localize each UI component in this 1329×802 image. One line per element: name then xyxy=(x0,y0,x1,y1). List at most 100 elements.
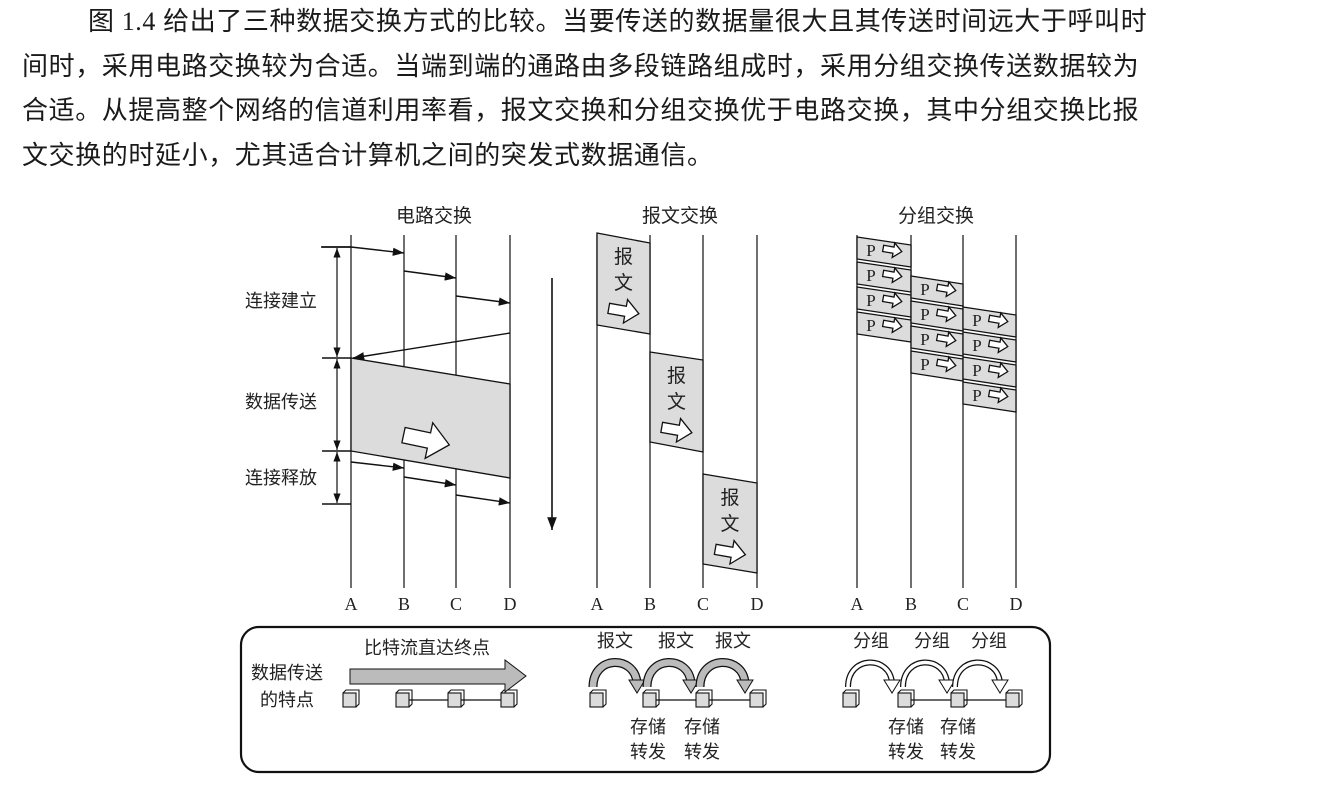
hollow-arrow-icon xyxy=(987,311,1009,329)
message-title: 报文交换 xyxy=(642,205,718,227)
node-cube-icon xyxy=(342,689,360,708)
message-hop-label: 报文 xyxy=(597,631,633,651)
packet-hop-label: 分组 xyxy=(971,631,1007,651)
forward-label: 转发 xyxy=(940,742,976,762)
hollow-arrow-icon xyxy=(935,280,957,298)
node-cube-icon xyxy=(395,689,413,708)
bit-stream-arrow-icon xyxy=(349,658,527,694)
packet-label: P xyxy=(866,241,875,260)
phase-label-transfer: 数据传送 xyxy=(245,392,317,412)
node-label: D xyxy=(751,594,764,614)
message-block-label: 报 xyxy=(667,365,686,387)
node-label: D xyxy=(504,594,517,614)
node-cube-icon xyxy=(642,689,660,708)
hollow-arrow-icon xyxy=(881,316,903,334)
node-cube-icon xyxy=(589,689,607,708)
message-block-label: 报 xyxy=(614,246,633,268)
summary-row-label: 数据传送 xyxy=(251,663,323,683)
node-cube-icon xyxy=(395,692,410,708)
phase-label-release: 连接释放 xyxy=(245,468,317,488)
node-cube-icon xyxy=(950,689,968,708)
node-cube-icon xyxy=(1005,689,1023,708)
node-label: A xyxy=(591,594,604,614)
hollow-arrow-icon xyxy=(935,305,957,323)
packet-label: P xyxy=(972,336,981,355)
message-hop-arrow-icon xyxy=(628,679,646,694)
node-label: C xyxy=(957,594,969,614)
hollow-arrow-icon xyxy=(987,386,1009,404)
node-cube-icon xyxy=(500,689,518,708)
circuit-title: 电路交换 xyxy=(396,205,472,227)
release-arrow xyxy=(455,494,511,506)
packet-label: P xyxy=(972,386,981,405)
node-label: B xyxy=(905,594,917,614)
hollow-arrow-icon xyxy=(713,539,747,566)
node-cube-icon xyxy=(897,689,915,708)
node-cube-icon xyxy=(642,692,657,708)
node-cube-icon xyxy=(447,692,462,708)
node-label: B xyxy=(398,594,410,614)
hollow-arrow-icon xyxy=(660,417,693,444)
body-paragraph: 图 1.4 给出了三种数据交换方式的比较。当要传送的数据量很大且其传送时间远大于… xyxy=(22,0,1272,178)
setup-arrow xyxy=(350,246,405,256)
summary-box xyxy=(239,625,1052,774)
summary-row-label: 的特点 xyxy=(260,690,314,710)
node-label: A xyxy=(345,594,358,614)
node-cube-icon xyxy=(950,692,965,708)
node-cube-icon xyxy=(695,689,713,708)
release-arrow xyxy=(403,476,457,488)
node-cube-icon xyxy=(447,689,465,708)
node-cube-icon xyxy=(842,692,857,708)
store-label: 存储 xyxy=(888,717,924,737)
node-cube-icon xyxy=(842,689,860,708)
hollow-arrow-icon xyxy=(881,266,903,284)
forward-label: 转发 xyxy=(684,742,720,762)
packet-label: P xyxy=(920,305,929,324)
forward-label: 转发 xyxy=(630,742,666,762)
message-block-label: 文 xyxy=(614,272,633,294)
packet-hop-arrow-icon xyxy=(991,679,1009,694)
message-block-label: 文 xyxy=(720,513,739,535)
setup-arrow xyxy=(403,270,457,281)
packet-label: P xyxy=(920,280,929,299)
packet-hop-arrow-icon xyxy=(938,679,956,694)
packet-label: P xyxy=(866,291,875,310)
circuit-summary-caption: 比特流直达终点 xyxy=(364,638,490,658)
node-label: C xyxy=(450,594,462,614)
hollow-arrow-icon xyxy=(935,330,957,348)
circuit-data-band xyxy=(350,357,511,479)
packet-label: P xyxy=(972,311,981,330)
node-cube-icon xyxy=(342,692,357,708)
message-hop-arrow-icon xyxy=(696,659,749,688)
message-hop-label: 报文 xyxy=(658,631,694,651)
node-label: C xyxy=(697,594,709,614)
packet-hop-arrow-icon xyxy=(846,660,894,688)
packet-hop-label: 分组 xyxy=(853,631,889,651)
paragraph-line: 文交换的时延小，尤其适合计算机之间的突发式数据通信。 xyxy=(22,140,714,170)
packet-label: P xyxy=(866,266,875,285)
phase-label-setup: 连接建立 xyxy=(245,291,317,311)
hollow-arrow-icon xyxy=(401,421,451,460)
packet-label: P xyxy=(866,316,875,335)
node-label: B xyxy=(644,594,656,614)
message-hop-arrow-icon xyxy=(643,659,695,688)
packet-hop-arrow-icon xyxy=(953,660,1002,688)
packet-label: P xyxy=(972,361,981,380)
release-arrow xyxy=(350,461,405,471)
packet-hop-label: 分组 xyxy=(914,631,950,651)
hollow-arrow-icon xyxy=(987,361,1009,379)
message-hop-arrow-icon xyxy=(589,659,641,688)
hollow-arrow-icon xyxy=(607,298,640,325)
message-block-label: 报 xyxy=(720,487,739,509)
hollow-arrow-icon xyxy=(987,336,1009,354)
node-cube-icon xyxy=(749,692,764,708)
hollow-arrow-icon xyxy=(881,241,903,259)
paragraph-line: 图 1.4 给出了三种数据交换方式的比较。当要传送的数据量很大且其传送时间远大于… xyxy=(88,7,1148,36)
message-hop-label: 报文 xyxy=(715,631,751,651)
node-cube-icon xyxy=(589,692,604,708)
node-label: A xyxy=(851,594,864,614)
forward-label: 转发 xyxy=(888,742,924,762)
message-block-label: 文 xyxy=(667,391,686,413)
setup-ack-arrow xyxy=(352,332,511,361)
